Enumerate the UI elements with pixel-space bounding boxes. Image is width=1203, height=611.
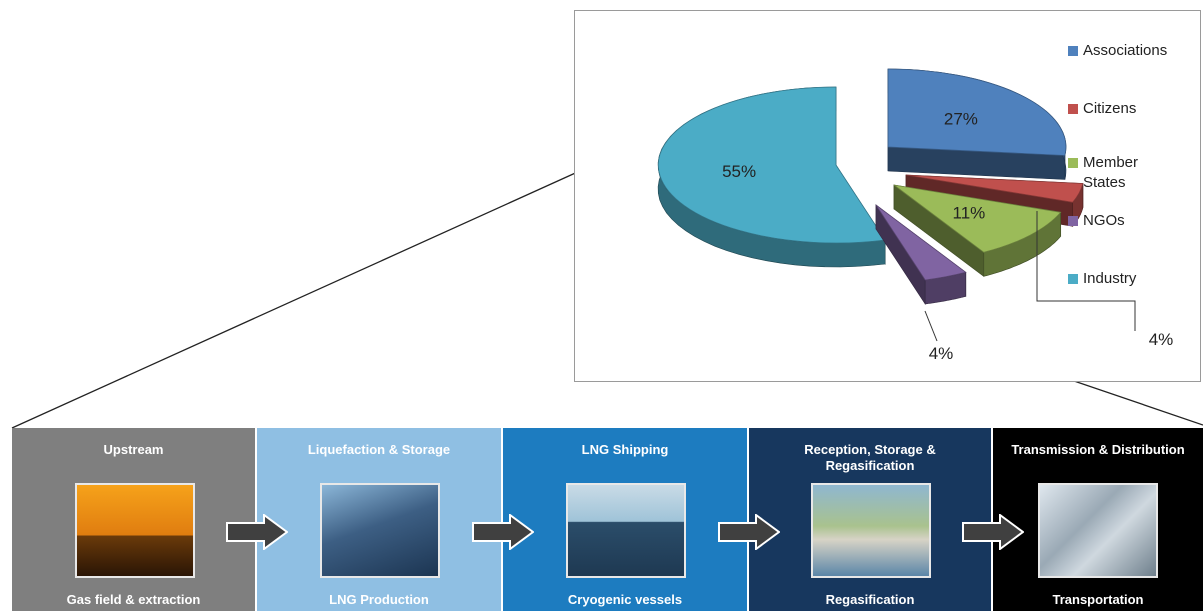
leader-line-citizens bbox=[1036, 211, 1136, 331]
legend-item-member-states: Member States bbox=[1068, 153, 1173, 193]
pie-chart-panel: 27% 4% 11% 4% 55% Associations Citizens Member… bbox=[574, 10, 1201, 382]
legend-item-citizens: Citizens bbox=[1068, 99, 1173, 119]
pie-slice-member-states bbox=[893, 184, 1062, 277]
legend-swatch bbox=[1068, 104, 1078, 114]
stage-upstream: Upstream Gas field & extraction bbox=[12, 428, 257, 611]
legend-label: Associations bbox=[1083, 42, 1168, 59]
stage-title: Transmission & Distribution bbox=[1011, 442, 1185, 457]
pie-label-industry: 55% bbox=[722, 162, 756, 181]
pie-slice-associations bbox=[887, 68, 1067, 180]
stage-title: Upstream bbox=[103, 442, 164, 457]
leader-line-ngos bbox=[924, 310, 938, 342]
stage-subtitle: Regasification bbox=[825, 592, 915, 607]
pie-slice-industry bbox=[657, 86, 886, 268]
legend-swatch bbox=[1068, 216, 1078, 226]
stage-reception-storage-regasification: Reception, Storage & Regasification Regas… bbox=[749, 428, 993, 611]
legend-item-ngos: NGOs bbox=[1068, 211, 1173, 231]
legend-label: Member States bbox=[1083, 154, 1139, 191]
lng-supply-chain: Upstream Gas field & extraction Liquefacti… bbox=[12, 428, 1203, 611]
legend-swatch bbox=[1068, 46, 1078, 56]
left-zoom-line bbox=[11, 169, 583, 429]
stage-title: Liquefaction & Storage bbox=[307, 442, 451, 457]
stage-title: LNG Shipping bbox=[581, 442, 669, 457]
pie-label-member-states: 11% bbox=[953, 204, 986, 223]
pie-chart-svg: 27% 4% 11% 4% 55% bbox=[657, 68, 1174, 363]
lng-carrier-ship-photo bbox=[566, 483, 686, 578]
legend-swatch bbox=[1068, 158, 1078, 168]
legend-label: NGOs bbox=[1083, 212, 1125, 229]
flow-arrow-icon bbox=[718, 514, 780, 550]
legend-label: Industry bbox=[1083, 270, 1137, 287]
legend-swatch bbox=[1068, 274, 1078, 284]
stage-subtitle: Cryogenic vessels bbox=[567, 592, 683, 607]
flow-arrow-icon bbox=[962, 514, 1024, 550]
offshore-rig-photo bbox=[75, 483, 195, 578]
stage-subtitle: LNG Production bbox=[329, 592, 429, 607]
legend-item-associations: Associations bbox=[1068, 41, 1173, 61]
stage-title: Reception, Storage & Regasification bbox=[804, 442, 936, 473]
stage-subtitle: Transportation bbox=[1052, 592, 1144, 607]
stage-transmission-distribution: Transmission & Distribution Transportatio… bbox=[993, 428, 1203, 611]
pie-slice-ngos bbox=[875, 203, 967, 305]
pie-label-citizens: 4% bbox=[1149, 330, 1174, 349]
lng-plant-photo bbox=[320, 483, 440, 578]
legend-item-industry: Industry bbox=[1068, 269, 1173, 289]
regas-terminal-photo bbox=[811, 483, 931, 578]
flow-arrow-icon bbox=[226, 514, 288, 550]
stage-subtitle: Gas field & extraction bbox=[66, 592, 201, 607]
flow-arrow-icon bbox=[472, 514, 534, 550]
stage-lng-shipping: LNG Shipping Cryogenic vessels bbox=[503, 428, 749, 611]
stage-liquefaction-storage: Liquefaction & Storage LNG Production bbox=[257, 428, 503, 611]
pie-label-ngos: 4% bbox=[929, 344, 954, 363]
legend-label: Citizens bbox=[1083, 100, 1137, 117]
pie-label-associations: 27% bbox=[944, 109, 978, 128]
pipelines-photo bbox=[1038, 483, 1158, 578]
